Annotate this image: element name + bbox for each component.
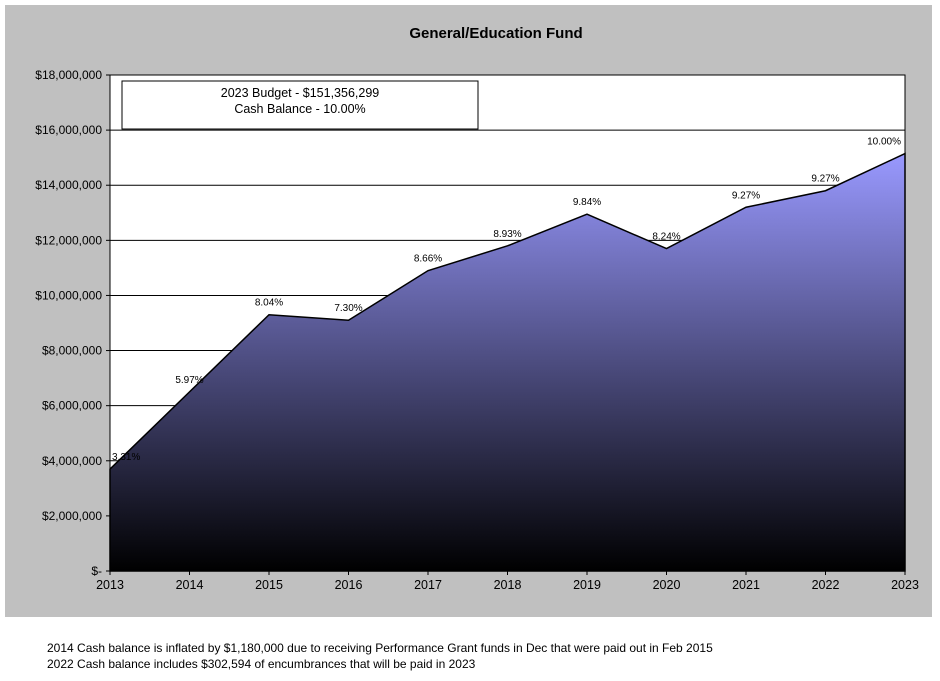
y-tick-label: $16,000,000 [35, 123, 102, 137]
data-label: 8.66% [414, 254, 442, 265]
chart-title: General/Education Fund [409, 25, 582, 42]
data-label: 3.31% [112, 452, 140, 463]
x-tick-label: 2021 [732, 578, 760, 592]
data-label: 8.93% [493, 229, 521, 240]
x-tick-label: 2017 [414, 578, 442, 592]
x-tick-label: 2022 [812, 578, 840, 592]
x-tick-label: 2023 [891, 578, 919, 592]
y-tick-label: $14,000,000 [35, 178, 102, 192]
y-tick-label: $10,000,000 [35, 288, 102, 302]
y-tick-label: $2,000,000 [42, 509, 102, 523]
footnote-1: 2014 Cash balance is inflated by $1,180,… [47, 641, 713, 655]
data-label: 9.27% [811, 174, 839, 185]
y-tick-label: $4,000,000 [42, 454, 102, 468]
x-tick-label: 2014 [176, 578, 204, 592]
x-tick-label: 2015 [255, 578, 283, 592]
data-labels: 3.31% 5.97% 8.04% 7.30% 8.66% 8.93% 9.84% 8.24%… [112, 137, 901, 464]
x-tick-label: 2018 [494, 578, 522, 592]
x-tick-label: 2013 [96, 578, 124, 592]
y-tick-label: $- [91, 564, 102, 578]
footnote-2: 2022 Cash balance includes $302,594 of e… [47, 657, 476, 671]
annotation-line-1: 2023 Budget - $151,356,299 [221, 86, 380, 100]
data-label: 9.27% [732, 190, 760, 201]
y-axis-ticks: $- $2,000,000 $4,000,000 $6,000,000 $8,000,0… [35, 68, 110, 578]
x-axis-ticks: 2013 2014 2015 2016 2017 2018 2019 2020 2021 2022… [96, 571, 919, 592]
data-label: 8.04% [255, 298, 283, 309]
y-tick-label: $8,000,000 [42, 344, 102, 358]
data-label: 7.30% [334, 303, 362, 314]
data-label: 5.97% [175, 375, 203, 386]
chart: General/Education Fund $- $2,000,000 $4,00… [35, 25, 919, 592]
plot-border [109, 74, 906, 572]
data-label: 10.00% [867, 137, 901, 148]
chart-frame: General/Education Fund $- $2,000,000 $4,00… [5, 5, 932, 617]
x-tick-label: 2020 [653, 578, 681, 592]
annotation-line-2: Cash Balance - 10.00% [234, 102, 365, 116]
y-tick-label: $18,000,000 [35, 68, 102, 82]
x-tick-label: 2016 [335, 578, 363, 592]
data-label: 8.24% [652, 232, 680, 243]
annotation-box: 2023 Budget - $151,356,299 Cash Balance … [121, 80, 479, 130]
x-tick-label: 2019 [573, 578, 601, 592]
data-label: 9.84% [573, 197, 601, 208]
y-tick-label: $6,000,000 [42, 399, 102, 413]
y-tick-label: $12,000,000 [35, 233, 102, 247]
area-series [109, 152, 906, 572]
